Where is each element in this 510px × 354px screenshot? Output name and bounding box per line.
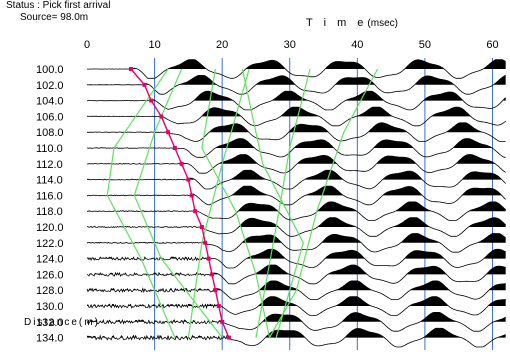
trace-fill <box>89 186 503 196</box>
time-tick-label: 20 <box>216 39 228 51</box>
trace-fill <box>87 328 506 338</box>
trace-fill <box>87 249 506 259</box>
distance-tick-label: 126.0 <box>36 269 64 281</box>
pick-marker <box>186 177 191 182</box>
distance-tick-label: 106.0 <box>36 111 64 123</box>
first-arrival-line <box>130 68 230 338</box>
distance-tick-label: 104.0 <box>36 96 64 108</box>
time-tick-label: 40 <box>351 39 363 51</box>
distance-tick-label: 114.0 <box>36 175 63 187</box>
trace-wiggle <box>86 75 506 95</box>
trace-fill <box>87 122 484 133</box>
time-tick-label: 50 <box>419 39 431 51</box>
distance-tick-label: 122.0 <box>36 238 64 250</box>
guide-curve <box>268 68 379 338</box>
pick-marker <box>199 225 204 229</box>
distance-tick-label: 112.0 <box>36 159 63 171</box>
trace-fill <box>89 91 506 101</box>
trace-fill <box>88 233 506 243</box>
distance-tick-label: 124.0 <box>36 254 64 266</box>
guide-curve <box>241 68 304 338</box>
pick-marker <box>206 256 211 261</box>
distance-tick-label: 130.0 <box>36 301 64 313</box>
time-axis-unit: (msec) <box>367 18 398 29</box>
trace-wiggle <box>86 296 506 316</box>
distance-tick-label: 102.0 <box>36 80 64 92</box>
trace-fill <box>87 59 506 69</box>
pick-marker <box>203 240 208 245</box>
pick-marker <box>142 82 147 87</box>
trace-wiggle <box>86 233 506 253</box>
pick-marker <box>159 114 164 119</box>
pick-marker <box>166 130 171 135</box>
trace-fill <box>89 75 506 85</box>
distance-tick-label: 118.0 <box>36 206 63 218</box>
time-tick-label: 60 <box>486 39 498 51</box>
trace-fill <box>87 217 506 227</box>
pick-marker <box>220 319 225 324</box>
pick-marker <box>149 98 154 103</box>
guide-curve <box>255 68 311 338</box>
trace-wiggle <box>86 90 506 111</box>
distance-tick-label: 134.0 <box>36 333 64 345</box>
trace-wiggle <box>86 59 506 79</box>
pick-marker <box>189 193 194 198</box>
trace-wiggle <box>86 327 506 348</box>
trace-fill <box>88 312 506 322</box>
guide-curve <box>187 68 250 338</box>
trace-fill <box>87 170 503 180</box>
pick-marker <box>179 161 184 166</box>
trace-fill <box>87 107 472 117</box>
time-axis-name: T i m e <box>306 17 368 29</box>
trace-fill <box>90 265 506 275</box>
trace-wiggle <box>86 185 506 206</box>
pick-marker <box>193 209 198 214</box>
distance-tick-label: 132.0 <box>36 317 64 329</box>
trace-wiggle <box>86 122 506 142</box>
trace-wiggle <box>86 154 506 174</box>
pick-marker <box>213 288 218 293</box>
trace-wiggle <box>87 138 506 158</box>
time-tick-label: 30 <box>284 39 296 51</box>
source-position: Source= 98.0m <box>20 12 89 23</box>
guide-curve <box>106 68 176 338</box>
distance-tick-label: 120.0 <box>36 222 64 234</box>
time-tick-label: 0 <box>84 39 90 51</box>
distance-tick-label: 110.0 <box>36 143 63 155</box>
trace-fill <box>87 154 496 164</box>
guide-curve <box>201 68 271 338</box>
pick-marker <box>128 67 133 71</box>
trace-wiggle <box>87 217 506 237</box>
pick-marker <box>172 146 177 150</box>
time-axis-title: T i m e(msec) <box>306 17 398 29</box>
pick-marker <box>216 304 221 308</box>
trace-wiggle <box>86 201 506 221</box>
trace-wiggle <box>86 312 506 332</box>
distance-axis-label: Distance(m) <box>24 317 100 328</box>
distance-tick-label: 100.0 <box>36 64 64 76</box>
guide-curve <box>133 68 223 338</box>
trace-fill <box>89 201 506 212</box>
trace-wiggle <box>86 248 506 269</box>
distance-tick-label: 128.0 <box>36 285 64 297</box>
trace-wiggle <box>86 169 506 190</box>
time-tick-label: 10 <box>148 39 160 51</box>
trace-wiggle <box>86 264 506 285</box>
distance-tick-label: 116.0 <box>36 190 63 202</box>
pick-marker <box>226 335 231 340</box>
pick-marker <box>210 272 215 277</box>
trace-wiggle <box>87 106 506 127</box>
distance-tick-label: 108.0 <box>36 127 64 139</box>
status-text: Status : Pick first arrival <box>6 0 111 11</box>
